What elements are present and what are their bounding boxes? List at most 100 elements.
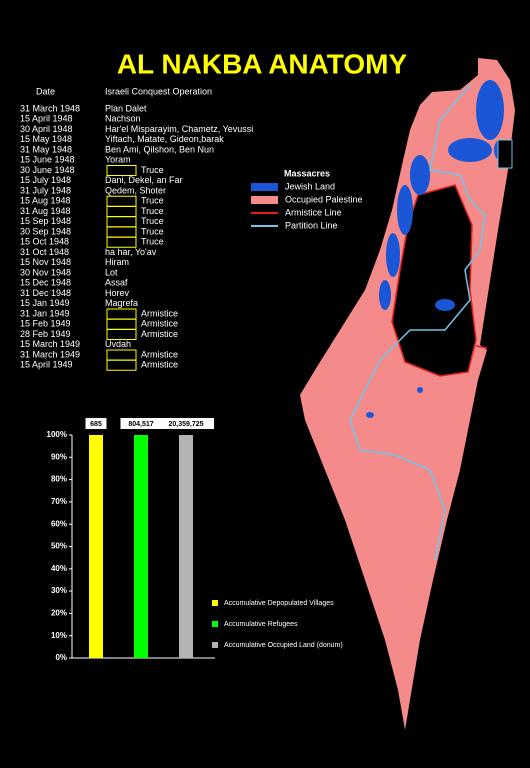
operation: Dani, Dekel, an Far xyxy=(105,175,183,185)
status-box xyxy=(106,236,137,248)
y-tick-label: 0% xyxy=(55,653,67,662)
legend-swatch xyxy=(212,642,218,648)
table: 31 March 1948 Plan Dalet 15 April 1948 Nach… xyxy=(20,103,253,371)
legend-label: Accumulative Refugees xyxy=(224,621,298,628)
total-label: 20,359,725 xyxy=(168,421,203,428)
status: Truce xyxy=(141,165,164,175)
legend-label: Accumulative Occupied Land (donum) xyxy=(224,642,343,649)
date: 31 March 1948 xyxy=(20,103,80,113)
status: Truce xyxy=(141,216,164,226)
date: 31 March 1949 xyxy=(20,349,80,359)
operation: Magrefa xyxy=(105,298,138,308)
total-label: 685 xyxy=(90,421,102,428)
operation: Horev xyxy=(105,288,130,298)
operation: Plan Dalet xyxy=(105,103,147,113)
status-box xyxy=(106,329,137,340)
y-tick-label: 10% xyxy=(51,631,67,640)
legend-swatch xyxy=(212,600,218,606)
y-tick-label: 60% xyxy=(51,519,67,528)
date: 15 Jan 1949 xyxy=(20,298,70,308)
operation: Hiram xyxy=(105,257,129,267)
map-partition-line xyxy=(349,84,486,561)
operation: Ben Ami, Qilshon, Ben Nun xyxy=(105,144,214,154)
y-tick-label: 20% xyxy=(51,609,67,618)
date: 15 April 1949 xyxy=(20,360,73,370)
legend-label: Accumulative Depopulated Villages xyxy=(224,600,334,607)
bar xyxy=(179,435,193,658)
operation: Nachson xyxy=(105,114,141,124)
y-tick-label: 40% xyxy=(51,564,67,573)
y-tick-label: 80% xyxy=(51,475,67,484)
operation: Uvdah xyxy=(105,339,131,349)
date: 15 June 1948 xyxy=(20,155,75,165)
y-tick-label: 90% xyxy=(51,452,67,461)
status: Armistice xyxy=(141,360,178,370)
date: 28 Feb 1949 xyxy=(20,329,71,339)
date: 15 May 1948 xyxy=(20,134,72,144)
date: 31 July 1948 xyxy=(20,185,71,195)
operation: Lot xyxy=(105,267,118,277)
date: 30 June 1948 xyxy=(20,165,75,175)
legend-label: Jewish Land xyxy=(285,181,335,191)
operation: Yoram xyxy=(105,155,131,165)
date: 15 Oct 1948 xyxy=(20,237,69,247)
date: 15 April 1948 xyxy=(20,114,73,124)
status: Truce xyxy=(141,237,164,247)
map-legend: Massacres Jewish Land Occupied Palestine Ar… xyxy=(251,168,363,230)
map-west-bank xyxy=(391,184,477,377)
operation: Har'el Misparayim, Chametz, Yevussi xyxy=(105,124,253,134)
y-tick-label: 30% xyxy=(51,586,67,595)
date: 15 Sep 1948 xyxy=(20,216,71,226)
map-armistice-line xyxy=(475,345,488,349)
date: 30 April 1948 xyxy=(20,124,73,134)
status: Armistice xyxy=(141,349,178,359)
chart: 0% 10% 20% 30% 40% 50% 60% 70% 80% 90% 100% 685 Accu… xyxy=(47,418,343,662)
status-box xyxy=(106,165,137,176)
map xyxy=(300,58,515,730)
operation: Yiftach, Matate, Gideon,barak xyxy=(105,134,224,144)
operation: Qedem, Shoter xyxy=(105,185,166,195)
map-legend-title: Massacres xyxy=(284,168,330,178)
date: 30 Sep 1948 xyxy=(20,226,71,236)
date: 31 May 1948 xyxy=(20,144,72,154)
status: Truce xyxy=(141,206,164,216)
legend-label: Partition Line xyxy=(285,220,338,230)
map-lake xyxy=(497,139,513,169)
status: Armistice xyxy=(141,329,178,339)
date: 15 March 1949 xyxy=(20,339,80,349)
status-box xyxy=(106,359,137,371)
legend-swatch xyxy=(251,196,278,204)
y-tick-label: 70% xyxy=(51,497,67,506)
y-tick-label: 50% xyxy=(51,542,67,551)
total-box xyxy=(158,418,214,429)
operation: Assaf xyxy=(105,278,128,288)
bar xyxy=(89,435,103,658)
legend-label: Armistice Line xyxy=(285,207,342,217)
date: 31 Dec 1948 xyxy=(20,288,71,298)
date: 30 Nov 1948 xyxy=(20,267,71,277)
date: 15 July 1948 xyxy=(20,175,71,185)
date: 15 Feb 1949 xyxy=(20,319,71,329)
table-header: Date xyxy=(36,86,55,96)
status: Armistice xyxy=(141,308,178,318)
status: Truce xyxy=(141,196,164,206)
y-tick-label: 100% xyxy=(47,430,67,439)
map-jewish-land xyxy=(366,80,506,418)
date: 15 Aug 1948 xyxy=(20,196,71,206)
legend-label: Occupied Palestine xyxy=(285,194,363,204)
operation: ha har, Yo'av xyxy=(105,247,157,257)
total-box xyxy=(85,418,107,429)
total-label: 804,517 xyxy=(128,421,153,428)
status: Armistice xyxy=(141,319,178,329)
legend-swatch xyxy=(251,183,278,191)
date: 31 Jan 1949 xyxy=(20,308,70,318)
date: 31 Oct 1948 xyxy=(20,247,69,257)
date: 31 Aug 1948 xyxy=(20,206,71,216)
legend-swatch xyxy=(212,621,218,627)
status: Truce xyxy=(141,226,164,236)
date: 15 Dec 1948 xyxy=(20,278,71,288)
title: AL NAKBA ANATOMY xyxy=(117,48,408,79)
bar xyxy=(134,435,148,658)
